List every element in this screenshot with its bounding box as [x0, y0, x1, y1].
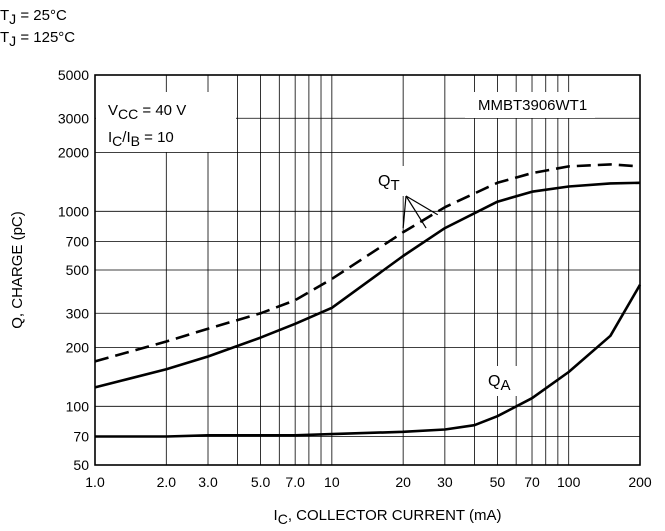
y-tick-label: 3000	[58, 110, 89, 126]
qt-pointer	[402, 195, 407, 229]
conditions-box	[96, 92, 236, 152]
plot-frame	[94, 74, 641, 466]
legend-line: TJ = 125°C	[0, 29, 75, 49]
qa-label-box	[484, 366, 526, 396]
y-axis-title: Q, CHARGE (pC)	[9, 211, 26, 329]
y-tick-label: 1000	[58, 203, 89, 219]
qt-label: QT	[378, 173, 400, 194]
x-tick-label: 10	[324, 474, 340, 490]
y-tick-label: 700	[66, 234, 90, 250]
y-tick-label: 500	[66, 262, 90, 278]
tick-labels: 1.0 2.0 3.0 5.0 7.0 10 20 30 50 70 100 200 50 70 100 20…	[9, 67, 652, 527]
qt-pointer	[405, 195, 427, 229]
x-tick-label: 50	[490, 474, 506, 490]
series-line-qt-dashed	[94, 163, 641, 363]
device-label: MMBT3906WT1	[478, 97, 587, 114]
x-axis-title: IC, COLLECTOR CURRENT (mA)	[274, 507, 502, 527]
y-tick-label: 200	[66, 340, 90, 356]
y-tick-label: 50	[73, 457, 89, 473]
qa-label: QA	[488, 373, 510, 394]
series-line-qt-solid	[94, 181, 641, 389]
series-group	[94, 163, 642, 438]
x-tick-label: 5.0	[251, 474, 271, 490]
y-tick-label: 100	[66, 398, 90, 414]
y-tick-label: 300	[66, 305, 90, 321]
condition-text: VCC = 40 V	[108, 102, 186, 122]
x-tick-label: 30	[437, 474, 453, 490]
x-tick-label: 20	[395, 474, 411, 490]
x-tick-label: 1.0	[85, 474, 105, 490]
y-tick-label: 70	[73, 429, 89, 445]
annotations: TJ = 25°CTJ = 125°C VCC = 40 V IC/IB = 10 M…	[0, 7, 595, 396]
x-tick-label: 7.0	[285, 474, 305, 490]
x-tick-label: 70	[524, 474, 540, 490]
x-tick-label: 100	[557, 474, 581, 490]
x-tick-label: 200	[628, 474, 652, 490]
series-line-qa-solid	[95, 284, 642, 438]
y-tick-label: 2000	[58, 145, 89, 161]
qt-label-box	[374, 166, 416, 196]
condition-text: IC/IB = 10	[108, 129, 174, 149]
qt-pointer	[405, 195, 439, 216]
device-label-box	[465, 92, 595, 118]
x-tick-label: 3.0	[198, 474, 218, 490]
legend-line: TJ = 25°C	[0, 7, 67, 27]
x-tick-label: 2.0	[157, 474, 177, 490]
y-tick-label: 5000	[58, 67, 89, 83]
